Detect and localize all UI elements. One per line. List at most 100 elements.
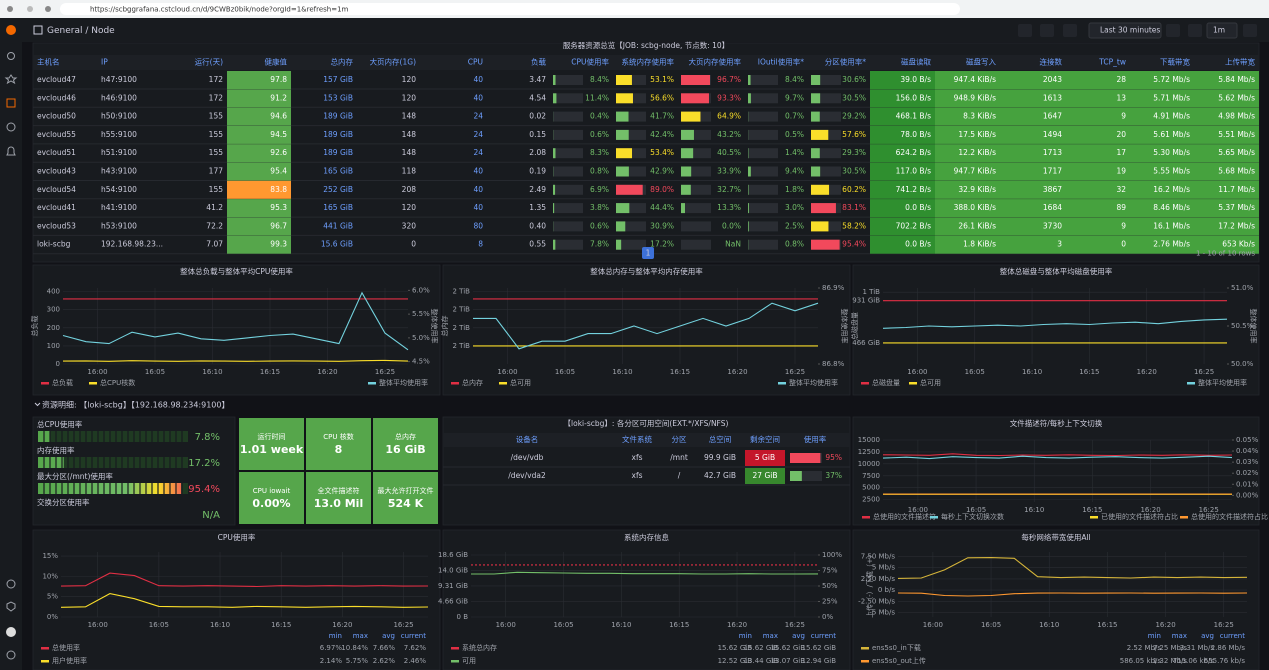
- page-button[interactable]: [642, 247, 654, 259]
- legend-label: 系统总内存: [462, 643, 497, 652]
- table-cell: 5.65 Mb/s: [1218, 148, 1255, 157]
- table-cell: 30.5%: [842, 167, 866, 176]
- table-cell: 4.98 Mb/s: [1218, 112, 1255, 121]
- help-icon[interactable]: [6, 650, 16, 660]
- reload[interactable]: [45, 6, 51, 12]
- table-cell: 78.0 B/s: [900, 130, 931, 139]
- address-field[interactable]: [60, 3, 960, 15]
- panel-title: 系统内存信息: [624, 532, 669, 542]
- shield-icon[interactable]: [6, 601, 16, 612]
- table-cell: 0.55: [529, 240, 546, 249]
- alert-icon[interactable]: [6, 146, 16, 156]
- table-cell: loki-scbg: [37, 240, 71, 249]
- gauge-track: [748, 166, 778, 177]
- breadcrumb[interactable]: General / Node: [47, 26, 115, 36]
- table-cell: 5.30 Mb/s: [1153, 148, 1190, 157]
- gauge-value: 17.2%: [188, 458, 220, 469]
- gauge-track: [681, 221, 711, 232]
- time-picker[interactable]: [1088, 22, 1162, 39]
- gauge-track: [681, 129, 711, 140]
- gauge-divider: [79, 483, 81, 494]
- gauge-track: [38, 431, 188, 442]
- gauge-divider: [127, 483, 129, 494]
- gauge-bar: [811, 129, 829, 140]
- explore-icon[interactable]: [6, 122, 16, 132]
- refresh-interval[interactable]: 1m: [1213, 26, 1225, 35]
- column-header: 磁盘写入: [966, 57, 996, 67]
- stat-label: CPU iowait: [253, 487, 291, 495]
- forward[interactable]: [27, 6, 33, 12]
- legend-column: current: [811, 632, 837, 640]
- stat-value: 524 K: [388, 497, 424, 510]
- save[interactable]: [1040, 24, 1054, 37]
- legend-stat: 13.44 GiB: [744, 657, 779, 665]
- gauge-divider: [97, 457, 99, 468]
- tv-mode[interactable]: [1243, 24, 1257, 37]
- table-cell: 30.6%: [842, 75, 866, 84]
- table-cell: 947.7 KiB/s: [954, 167, 997, 176]
- table-cell: 0.8%: [590, 167, 609, 176]
- table-cell: 156.0 B/s: [896, 93, 932, 102]
- table-cell: 741.2 B/s: [896, 185, 932, 194]
- table-cell: 40: [473, 203, 483, 212]
- series-line: [62, 359, 409, 362]
- stat-label: CPU 核数: [323, 432, 353, 441]
- table-cell: 155: [209, 130, 224, 139]
- refresh-picker[interactable]: [1206, 22, 1238, 39]
- table-cell: 56.6%: [650, 93, 674, 102]
- table-cell: 2.76 Mb/s: [1153, 240, 1190, 249]
- legend-stat: 15.62 GiB: [744, 644, 779, 652]
- table-cell: 702.2 B/s: [896, 221, 932, 230]
- y-tick-label: 15%: [42, 552, 58, 560]
- gauge-bar: [811, 221, 829, 232]
- x-tick-label: 16:25: [375, 368, 395, 376]
- search-icon[interactable]: [7, 52, 15, 60]
- time-range[interactable]: Last 30 minutes: [1100, 26, 1160, 35]
- zoom-out[interactable]: [1166, 24, 1180, 37]
- metric-cell: [1000, 89, 1066, 108]
- metric-cell: [1066, 162, 1130, 181]
- stat-label: 总内存: [395, 432, 416, 441]
- gauge-track: [748, 184, 778, 195]
- table-header: [443, 433, 850, 447]
- table-cell: 95.4: [270, 167, 287, 176]
- legend-swatch: [1187, 382, 1195, 385]
- metric-cell: [935, 217, 1000, 236]
- health-cell: [227, 89, 291, 108]
- table-cell: 441 GiB: [323, 221, 353, 230]
- table-cell: 5.62 Mb/s: [1218, 93, 1255, 102]
- y2-axis-label: 整体使用率: [840, 309, 849, 344]
- metric-cell: [1194, 235, 1259, 254]
- table-cell: 15.6 GiB: [321, 240, 353, 249]
- metric-cell: [1130, 125, 1194, 144]
- table-cell: 30.5%: [842, 93, 866, 102]
- back[interactable]: [7, 6, 13, 12]
- x-tick-label: 16:20: [727, 621, 747, 629]
- metric-cell: [1000, 71, 1066, 89]
- avatar[interactable]: [6, 627, 16, 637]
- y2-axis-label: 整体使用率: [1249, 309, 1258, 344]
- settings[interactable]: [1063, 24, 1077, 37]
- refresh[interactable]: [1188, 24, 1202, 37]
- gauge-divider: [49, 483, 51, 494]
- table-cell: 92.6: [270, 148, 287, 157]
- column-header: 总空间: [709, 434, 732, 444]
- table-cell: 40.5%: [717, 148, 741, 157]
- x-tick-label: 16:15: [669, 621, 689, 629]
- metric-cell: [1000, 217, 1066, 236]
- x-tick-label: 16:10: [1024, 506, 1044, 514]
- metric-cell: [1194, 162, 1259, 181]
- table-cell: 177: [209, 167, 224, 176]
- star-icon[interactable]: [4, 74, 18, 85]
- y-tick-label: 14.0 GiB: [438, 566, 468, 574]
- add-panel[interactable]: [1018, 24, 1032, 37]
- table-cell: 9.4%: [785, 167, 804, 176]
- dashboards-icon[interactable]: [6, 98, 16, 108]
- grafana-logo[interactable]: [6, 25, 16, 35]
- table-cell: h43:9100: [101, 167, 137, 176]
- table-cell: 120: [402, 93, 417, 102]
- table-cell: 1.8%: [785, 185, 804, 194]
- settings-icon[interactable]: [6, 579, 16, 589]
- legend-stat: 7.62%: [404, 644, 427, 652]
- legend-column: max: [353, 632, 368, 640]
